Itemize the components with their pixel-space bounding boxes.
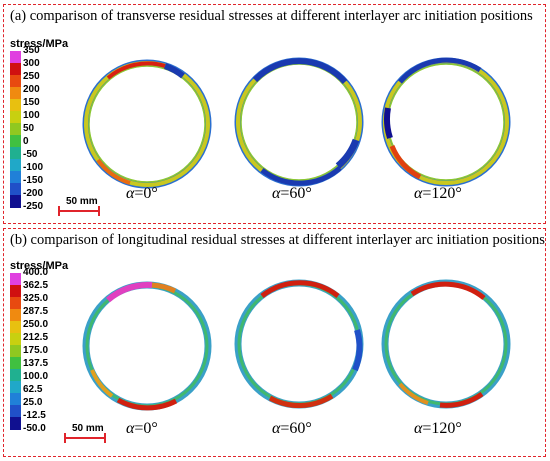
scale-bar-b-label: 50 mm — [72, 423, 104, 434]
colorbar-segment — [10, 147, 21, 160]
colorbar-segment — [10, 87, 21, 100]
legend-tick-label: 400.0 — [23, 267, 49, 278]
colorbar-segment — [10, 183, 21, 196]
legend-tick-label: 250.0 — [23, 319, 49, 330]
legend-b-title: stress/MPa — [10, 260, 69, 272]
panel-a-title: (a) comparison of transverse residual st… — [10, 8, 533, 24]
colorbar-segment — [10, 273, 21, 286]
legend-tick-label: 300 — [23, 58, 40, 69]
colorbar-segment — [10, 381, 21, 394]
legend-a-title: stress/MPa — [10, 38, 69, 50]
scale-bar-a — [58, 206, 100, 216]
legend-tick-label: -50.0 — [23, 423, 46, 434]
ring-b-alpha-0 — [82, 281, 212, 411]
colorbar-segment — [10, 345, 21, 358]
angle-label-b-120: α=120° — [414, 420, 462, 438]
colorbar-segment — [10, 297, 21, 310]
angle-label-a-60: α=60° — [272, 185, 312, 203]
colorbar-segment — [10, 171, 21, 184]
angle-label-a-120: α=120° — [414, 185, 462, 203]
ring-a-alpha-120 — [381, 57, 511, 187]
ring-a-alpha-0 — [82, 59, 212, 189]
legend-tick-label: 100 — [23, 110, 40, 121]
panel-transverse: (a) comparison of transverse residual st… — [3, 4, 546, 224]
angle-value: =0° — [134, 420, 158, 437]
legend-a-colorbar — [10, 51, 21, 208]
colorbar-segment — [10, 309, 21, 322]
ring-b-alpha-120 — [381, 279, 511, 409]
legend-tick-label: -200 — [23, 188, 44, 199]
colorbar-segment — [10, 63, 21, 76]
legend-tick-label: -12.5 — [23, 410, 46, 421]
legend-tick-label: 250 — [23, 71, 40, 82]
legend-tick-label: 137.5 — [23, 358, 49, 369]
colorbar-segment — [10, 333, 21, 346]
angle-value: =60° — [280, 185, 312, 202]
alpha-symbol: α — [414, 420, 423, 437]
legend-tick-label: 325.0 — [23, 293, 49, 304]
colorbar-segment — [10, 99, 21, 112]
legend-tick-label: -100 — [23, 162, 44, 173]
legend-tick-label: -250 — [23, 201, 44, 212]
colorbar-segment — [10, 285, 21, 298]
colorbar-segment — [10, 75, 21, 88]
colorbar-segment — [10, 393, 21, 406]
colorbar-segment — [10, 321, 21, 334]
colorbar-segment — [10, 159, 21, 172]
legend-tick-label: 0 — [23, 136, 29, 147]
legend-b-colorbar — [10, 273, 21, 430]
legend-tick-label: 62.5 — [23, 384, 43, 395]
angle-value: =120° — [422, 420, 462, 437]
alpha-symbol: α — [414, 185, 423, 202]
panel-longitudinal: (b) comparison of longitudinal residual … — [3, 228, 546, 457]
legend-tick-label: 362.5 — [23, 280, 49, 291]
colorbar-segment — [10, 417, 21, 430]
legend-tick-label: 287.5 — [23, 306, 49, 317]
colorbar-segment — [10, 51, 21, 64]
scale-bar-a-label: 50 mm — [66, 196, 98, 207]
legend-tick-label: 350 — [23, 45, 40, 56]
angle-label-a-0: α=0° — [126, 185, 158, 203]
scale-bar-b — [64, 433, 106, 443]
colorbar-segment — [10, 135, 21, 148]
legend-tick-label: 150 — [23, 97, 40, 108]
panel-b-title: (b) comparison of longitudinal residual … — [10, 232, 545, 248]
legend-tick-label: 200 — [23, 84, 40, 95]
alpha-symbol: α — [272, 420, 281, 437]
alpha-symbol: α — [272, 185, 281, 202]
ring-b-alpha-60 — [234, 279, 364, 409]
angle-label-b-60: α=60° — [272, 420, 312, 438]
colorbar-segment — [10, 195, 21, 208]
legend-tick-label: -50 — [23, 149, 38, 160]
angle-value: =60° — [280, 420, 312, 437]
colorbar-segment — [10, 405, 21, 418]
colorbar-segment — [10, 369, 21, 382]
alpha-symbol: α — [126, 185, 135, 202]
legend-tick-label: 50 — [23, 123, 35, 134]
colorbar-segment — [10, 123, 21, 136]
angle-value: =0° — [134, 185, 158, 202]
legend-tick-label: 25.0 — [23, 397, 43, 408]
legend-tick-label: 175.0 — [23, 345, 49, 356]
colorbar-segment — [10, 111, 21, 124]
angle-label-b-0: α=0° — [126, 420, 158, 438]
legend-tick-label: 212.5 — [23, 332, 49, 343]
alpha-symbol: α — [126, 420, 135, 437]
angle-value: =120° — [422, 185, 462, 202]
ring-a-alpha-60 — [234, 57, 364, 187]
legend-tick-label: 100.0 — [23, 371, 49, 382]
legend-tick-label: -150 — [23, 175, 44, 186]
colorbar-segment — [10, 357, 21, 370]
